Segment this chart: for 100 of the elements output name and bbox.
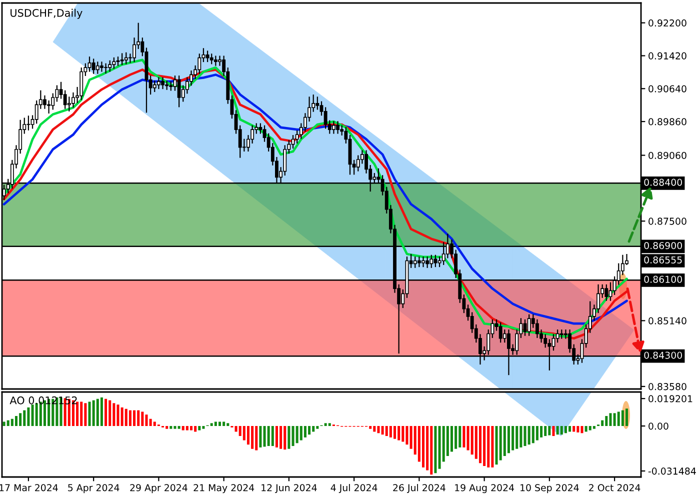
bar: [491, 426, 494, 468]
bar: [76, 402, 79, 426]
category-label: 29 Apr 2024: [130, 484, 188, 494]
bar: [234, 426, 238, 432]
bar: [369, 426, 372, 429]
bar: [601, 420, 604, 426]
candlestick: [596, 284, 600, 314]
bar: [128, 410, 132, 426]
category-label: 21 May 2024: [194, 484, 254, 494]
y-tick-label: 0.90640: [648, 85, 686, 92]
bar: [377, 426, 380, 434]
bar: [609, 413, 612, 426]
bar: [296, 426, 298, 444]
bar: [120, 407, 124, 426]
bar: [145, 414, 148, 426]
candlestick: [116, 56, 120, 66]
candlestick: [535, 318, 539, 339]
bar: [116, 404, 120, 426]
bar: [174, 426, 176, 429]
candlestick: [210, 53, 214, 65]
bar: [621, 410, 624, 426]
candlestick: [104, 62, 108, 74]
bar: [478, 426, 482, 464]
candlestick: [552, 334, 556, 352]
candlestick: [434, 254, 438, 268]
candlestick: [108, 60, 112, 72]
bar: [84, 403, 87, 426]
bar: [328, 423, 331, 426]
bar: [218, 422, 222, 426]
bar: [312, 426, 315, 432]
candlestick: [165, 80, 169, 90]
ref-line-label: 0.88400: [644, 178, 682, 186]
bar: [226, 423, 230, 426]
category-label: 26 Jul 2024: [393, 484, 446, 494]
bar: [576, 426, 580, 432]
y-tick-label: 0.85140: [648, 317, 686, 324]
bar: [458, 426, 462, 448]
bar: [137, 410, 140, 426]
candlestick: [177, 75, 181, 108]
bar: [381, 426, 384, 435]
candlestick: [560, 328, 564, 340]
bar: [556, 426, 559, 435]
bar: [112, 403, 116, 426]
candlestick: [498, 322, 502, 344]
bar: [588, 426, 592, 430]
bar: [540, 426, 543, 438]
category-label: 2 Oct 2024: [589, 484, 640, 492]
bar: [584, 426, 588, 432]
bar: [516, 426, 518, 449]
bar: [532, 426, 534, 444]
bar: [385, 426, 388, 436]
candlestick: [604, 284, 608, 302]
bar: [434, 426, 437, 474]
candlestick: [152, 80, 156, 93]
candlestick: [527, 314, 531, 336]
bar: [198, 426, 201, 430]
bar: [27, 407, 30, 426]
candlestick: [413, 256, 417, 268]
bar: [292, 426, 294, 446]
bar: [35, 403, 38, 426]
ref-line-label: 0.84300: [644, 352, 682, 359]
bar: [438, 426, 441, 469]
candlestick: [63, 90, 67, 110]
bar: [19, 413, 22, 426]
ref-line-label: 0.86900: [644, 242, 682, 250]
bar: [308, 426, 311, 435]
candlestick: [523, 318, 527, 336]
y-tick-label: 0.019201: [648, 395, 692, 402]
bar: [613, 413, 616, 426]
candlestick: [169, 80, 173, 92]
candlestick: [161, 76, 164, 90]
candlestick: [88, 56, 92, 72]
bar: [572, 426, 576, 432]
bar: [398, 426, 400, 440]
bar: [96, 398, 99, 426]
text: 0.86555: [644, 256, 682, 264]
bar: [222, 422, 226, 426]
y-tick-label: 0.83580: [648, 383, 686, 390]
bar: [124, 408, 128, 426]
bar: [2, 422, 6, 426]
candlestick: [156, 76, 160, 90]
candlestick: [190, 70, 193, 86]
bar: [625, 408, 628, 426]
category-label: 12 Jun 2024: [262, 484, 317, 494]
bar: [564, 426, 567, 434]
bar: [499, 426, 502, 460]
bar: [324, 423, 327, 426]
bar: [104, 398, 108, 426]
bar: [617, 412, 620, 426]
candlestick: [47, 100, 51, 114]
bar: [31, 404, 34, 426]
bar: [536, 426, 538, 440]
bar: [462, 426, 466, 448]
bar: [560, 426, 563, 435]
bar: [284, 426, 286, 450]
candlestick: [26, 115, 30, 131]
candlestick: [426, 256, 430, 268]
bar: [402, 426, 404, 442]
candlestick: [430, 254, 434, 268]
bar: [246, 426, 250, 445]
